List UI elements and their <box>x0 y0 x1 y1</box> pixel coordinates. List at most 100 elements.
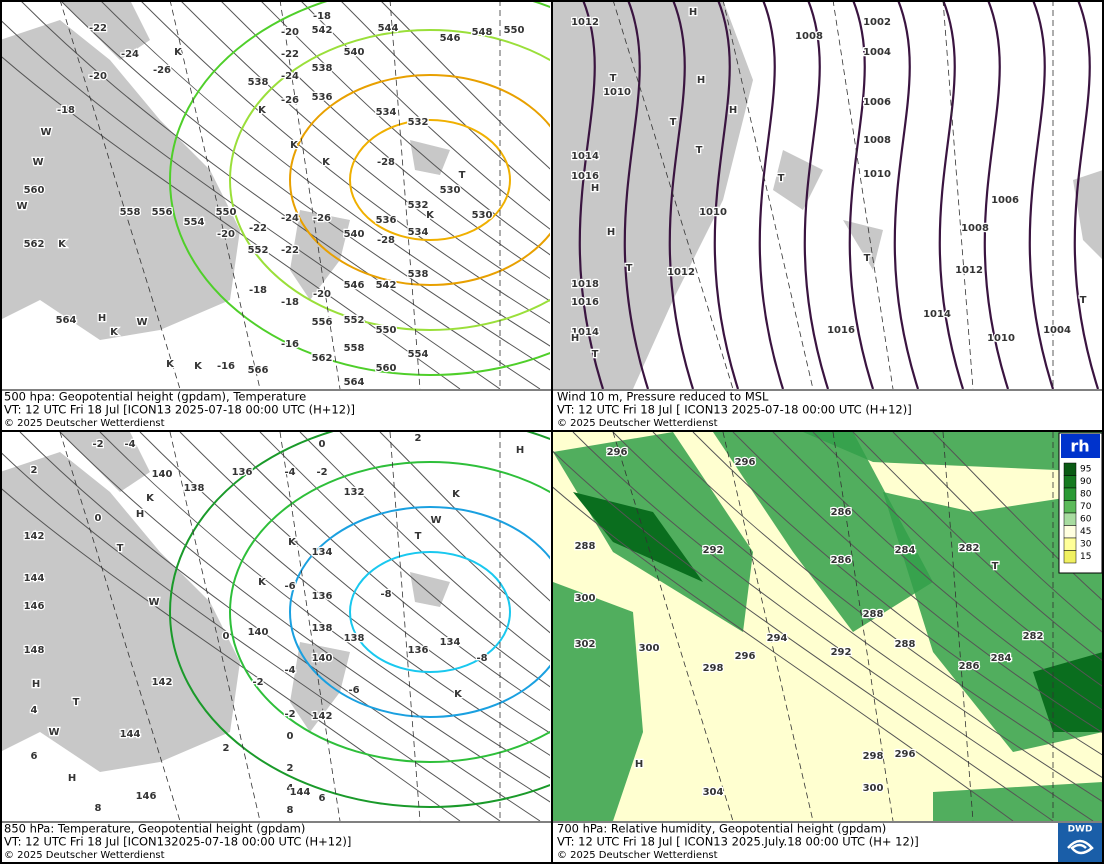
contour-label: 1012 <box>571 17 599 28</box>
graticule <box>169 432 261 821</box>
logo-box <box>1058 823 1102 862</box>
map-area: 544 546 548 550 542 540 538 538 536 534 532 530 532 5… <box>0 0 550 389</box>
contour-label: -20 <box>313 289 331 300</box>
contour-label: 2 <box>31 465 38 476</box>
contour-label: 136 <box>312 591 333 602</box>
caption: © 2025 Deutscher Wetterdienst <box>557 850 718 861</box>
legend-level: 45 <box>1080 527 1091 537</box>
contour-label: H <box>516 445 524 456</box>
isotherm <box>289 74 550 286</box>
contour <box>848 0 875 389</box>
contour-label: H <box>591 183 599 194</box>
contour <box>1028 0 1055 389</box>
graticule <box>942 432 974 821</box>
contour-label: 1012 <box>955 265 983 276</box>
contour-label: W <box>48 727 59 738</box>
land <box>0 20 240 340</box>
contour-label: -8 <box>380 589 391 600</box>
contour-label: T <box>864 253 871 264</box>
rh-legend: rh 95 90 80 70 60 45 30 15 <box>1058 432 1103 574</box>
contour-label: T <box>73 697 80 708</box>
contour <box>578 0 605 389</box>
contour <box>59 0 550 371</box>
dwd-logo: DWD <box>1058 823 1102 862</box>
contour-label: 542 <box>312 25 333 36</box>
contour <box>259 432 550 688</box>
contour-label: 532 <box>408 117 429 128</box>
contour <box>713 0 740 389</box>
contour-label: T <box>459 170 466 181</box>
contour-label: K <box>194 361 203 372</box>
graticule <box>169 0 261 389</box>
contour-label: 1010 <box>603 87 631 98</box>
caption: Wind 10 m, Pressure reduced to MSL <box>557 390 769 404</box>
contour-label: 536 <box>312 92 333 103</box>
contour-label: T <box>992 561 999 572</box>
legend-title-box <box>1061 434 1100 458</box>
contour-label: 540 <box>344 47 365 58</box>
contour <box>219 432 550 712</box>
contour-label: 144 <box>24 573 45 584</box>
contour <box>553 486 1014 821</box>
contour-label: K <box>146 493 155 504</box>
contour-label: H <box>136 509 144 520</box>
contour-label: 142 <box>312 711 333 722</box>
contour-label: -26 <box>153 65 171 76</box>
contour <box>19 0 541 389</box>
contour-label: 286 <box>831 507 852 518</box>
contour-label: K <box>258 105 267 116</box>
contour-label: 146 <box>24 601 45 612</box>
panel: 1002 1004 1006 1008 1008 1010 1006 1008 1012 1010… <box>553 0 1103 429</box>
contour-label: 556 <box>312 317 333 328</box>
contour-label: -2 <box>284 709 295 720</box>
land <box>553 0 753 389</box>
contour-label: -22 <box>89 23 107 34</box>
contour-label: 1004 <box>863 47 891 58</box>
contour <box>179 0 550 302</box>
contour <box>259 0 550 256</box>
humid-area <box>933 782 1103 821</box>
caption: VT: 12 UTC Fri 18 Jul [ICON132025-07-18 … <box>4 835 351 849</box>
contour-label: H <box>729 105 737 116</box>
contour-label: 1008 <box>795 31 823 42</box>
contour-label: 550 <box>504 25 525 36</box>
contour-label: -28 <box>377 235 395 246</box>
contour <box>339 0 550 202</box>
contour-label: T <box>670 117 677 128</box>
contour-label: 282 <box>959 543 980 554</box>
contour-label: K <box>322 157 331 168</box>
contour-label: -22 <box>281 245 299 256</box>
contour-label: 1018 <box>571 279 599 290</box>
contour-label: 6 <box>31 751 38 762</box>
contour-label: 558 <box>120 207 141 218</box>
contour-label: 136 <box>408 645 429 656</box>
caption: 500 hpa: Geopotential height (gpdam), Te… <box>4 390 306 404</box>
contour <box>612 432 1103 803</box>
contour-label: 300 <box>863 783 884 794</box>
contour-label: 136 <box>232 467 253 478</box>
contour-label: W <box>32 157 43 168</box>
contour-label: 142 <box>152 677 173 688</box>
contour-label: -6 <box>348 685 359 696</box>
contour <box>732 432 1103 734</box>
contour-label: 2 <box>287 763 294 774</box>
land <box>60 432 150 492</box>
contour-label: 298 <box>863 751 884 762</box>
isotherm <box>229 461 550 763</box>
contour-label: -18 <box>249 285 267 296</box>
graticule <box>942 0 974 389</box>
contour-label: K <box>258 577 267 588</box>
contour <box>1073 0 1100 389</box>
caption: 700 hPa: Relative humidity, Geopotential… <box>557 822 886 836</box>
contour-label: 138 <box>184 483 205 494</box>
contour-label: 554 <box>184 217 205 228</box>
contour-label: 1010 <box>863 169 891 180</box>
land <box>290 642 350 732</box>
contour-label: 0 <box>319 439 326 450</box>
contour-label: W <box>136 317 147 328</box>
contour-label: 138 <box>312 623 333 634</box>
contour-label: 536 <box>376 215 397 226</box>
